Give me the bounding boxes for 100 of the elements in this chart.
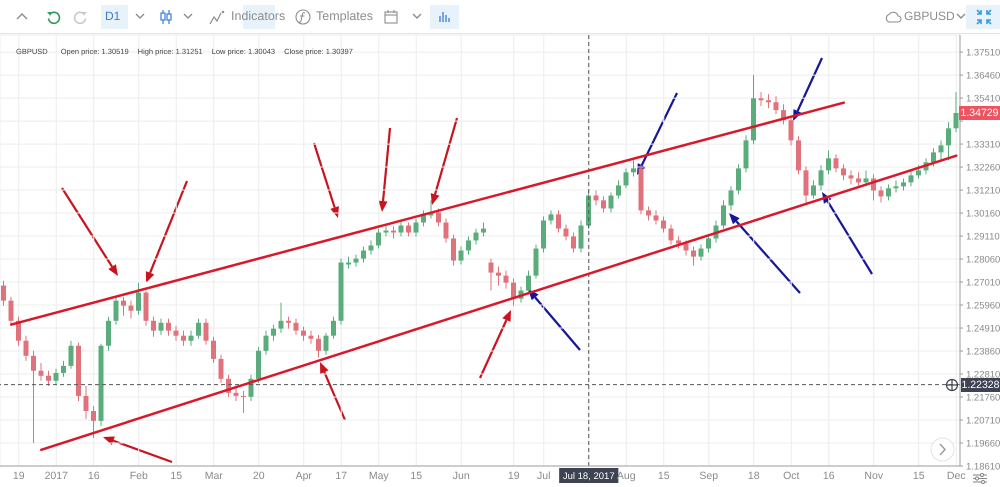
candlestick <box>204 318 208 346</box>
candlestick <box>841 164 846 181</box>
candlestick <box>414 218 418 237</box>
candlestick <box>151 316 156 338</box>
candlestick <box>466 236 471 256</box>
candlestick <box>886 184 891 201</box>
candlestick <box>946 122 951 161</box>
candlestick <box>391 226 396 239</box>
text: GBPUSD <box>904 9 955 23</box>
y-tick-label: 1.36460 <box>966 70 1000 82</box>
candlestick <box>128 300 134 320</box>
x-tick-label: Apr <box>296 470 312 482</box>
candlestick <box>758 92 764 107</box>
candlestick <box>916 164 921 179</box>
candlestick <box>908 170 914 187</box>
candlestick <box>938 140 944 161</box>
x-tick-label: 15 <box>912 470 925 482</box>
candlestick <box>601 196 606 213</box>
candlestick <box>376 228 381 250</box>
x-tick-label: 16 <box>822 470 835 482</box>
candlestick <box>218 354 224 384</box>
y-tick-label: 1.18610 <box>966 462 1000 472</box>
x-tick-label: Mar <box>204 470 224 482</box>
x-tick-label: Feb <box>130 470 148 482</box>
x-tick-label: 2017 <box>44 470 68 482</box>
candlestick <box>654 210 658 225</box>
y-tick-label: 1.28060 <box>966 254 1000 266</box>
y-tick-label: 1.27010 <box>966 278 1000 289</box>
candlestick <box>196 318 201 340</box>
candlestick <box>571 232 576 253</box>
candlestick <box>46 370 51 386</box>
candlestick <box>721 200 726 230</box>
y-tick-label: 1.24910 <box>966 324 1000 335</box>
candlestick <box>736 164 741 195</box>
candlestick <box>174 325 178 342</box>
candlestick <box>834 154 838 173</box>
candlestick <box>264 330 268 356</box>
candlestick <box>496 266 501 286</box>
candlestick <box>8 296 14 326</box>
y-tick-label: 1.25960 <box>966 300 1000 312</box>
candlestick <box>278 302 284 334</box>
x-tick-label: 17 <box>335 470 348 482</box>
candlestick <box>864 170 868 187</box>
candlestick <box>661 216 666 234</box>
candlestick <box>488 258 494 292</box>
text: D1 <box>105 9 120 23</box>
candlestick <box>181 330 186 346</box>
candlestick <box>211 336 216 364</box>
candlestick <box>61 360 66 378</box>
candlestick <box>481 222 486 237</box>
candlestick <box>594 190 598 206</box>
x-tick-label: 19 <box>508 470 520 482</box>
ref-line-label: 1.22328 <box>961 378 1000 392</box>
y-tick-label: 1.19660 <box>966 438 1000 450</box>
x-tick-label: Sep <box>699 470 718 482</box>
candlestick <box>241 390 246 414</box>
candlestick <box>894 180 898 193</box>
candlestick <box>564 224 568 241</box>
x-tick-label: Oct <box>783 470 800 482</box>
text: Templates <box>316 9 373 23</box>
candlestick <box>38 362 44 382</box>
x-tick-label: 15 <box>658 470 670 482</box>
y-tick-label: 1.21760 <box>966 392 1000 404</box>
candlestick <box>691 246 696 266</box>
x-tick-label: Jun <box>452 470 470 482</box>
candlestick <box>774 96 778 115</box>
candlestick <box>54 368 58 386</box>
text: Indicators <box>231 9 286 23</box>
candlestick <box>68 340 74 370</box>
candlestick <box>384 225 388 237</box>
candlestick <box>31 350 36 444</box>
x-tick-label: 20 <box>252 470 265 482</box>
candlestick <box>91 405 96 438</box>
candlestick <box>548 210 554 225</box>
candlestick <box>788 116 794 146</box>
x-tick-label: 15 <box>170 470 182 482</box>
candlestick <box>406 222 411 237</box>
candlestick <box>954 92 958 133</box>
candlestick <box>684 240 688 256</box>
candlestick <box>646 206 651 221</box>
candlestick <box>444 218 448 244</box>
candlestick <box>578 220 584 253</box>
y-tick-label: 1.37510 <box>966 48 1000 59</box>
candlestick <box>234 386 238 402</box>
candlestick <box>286 316 291 330</box>
x-tick-label: May <box>368 470 390 482</box>
candlestick <box>421 210 426 227</box>
x-tick-label: 19 <box>12 470 25 482</box>
candlestick <box>624 168 628 189</box>
candlestick <box>436 208 441 227</box>
candlestick <box>668 224 674 246</box>
candlestick <box>818 164 824 191</box>
candlestick <box>166 318 171 336</box>
annotation: 1.34729 <box>959 106 1000 120</box>
candlestick <box>24 335 28 362</box>
candlestick <box>368 240 374 256</box>
candlestick <box>451 234 456 266</box>
candlestick <box>848 170 854 185</box>
candlestick <box>474 228 478 246</box>
candlestick <box>121 296 126 316</box>
